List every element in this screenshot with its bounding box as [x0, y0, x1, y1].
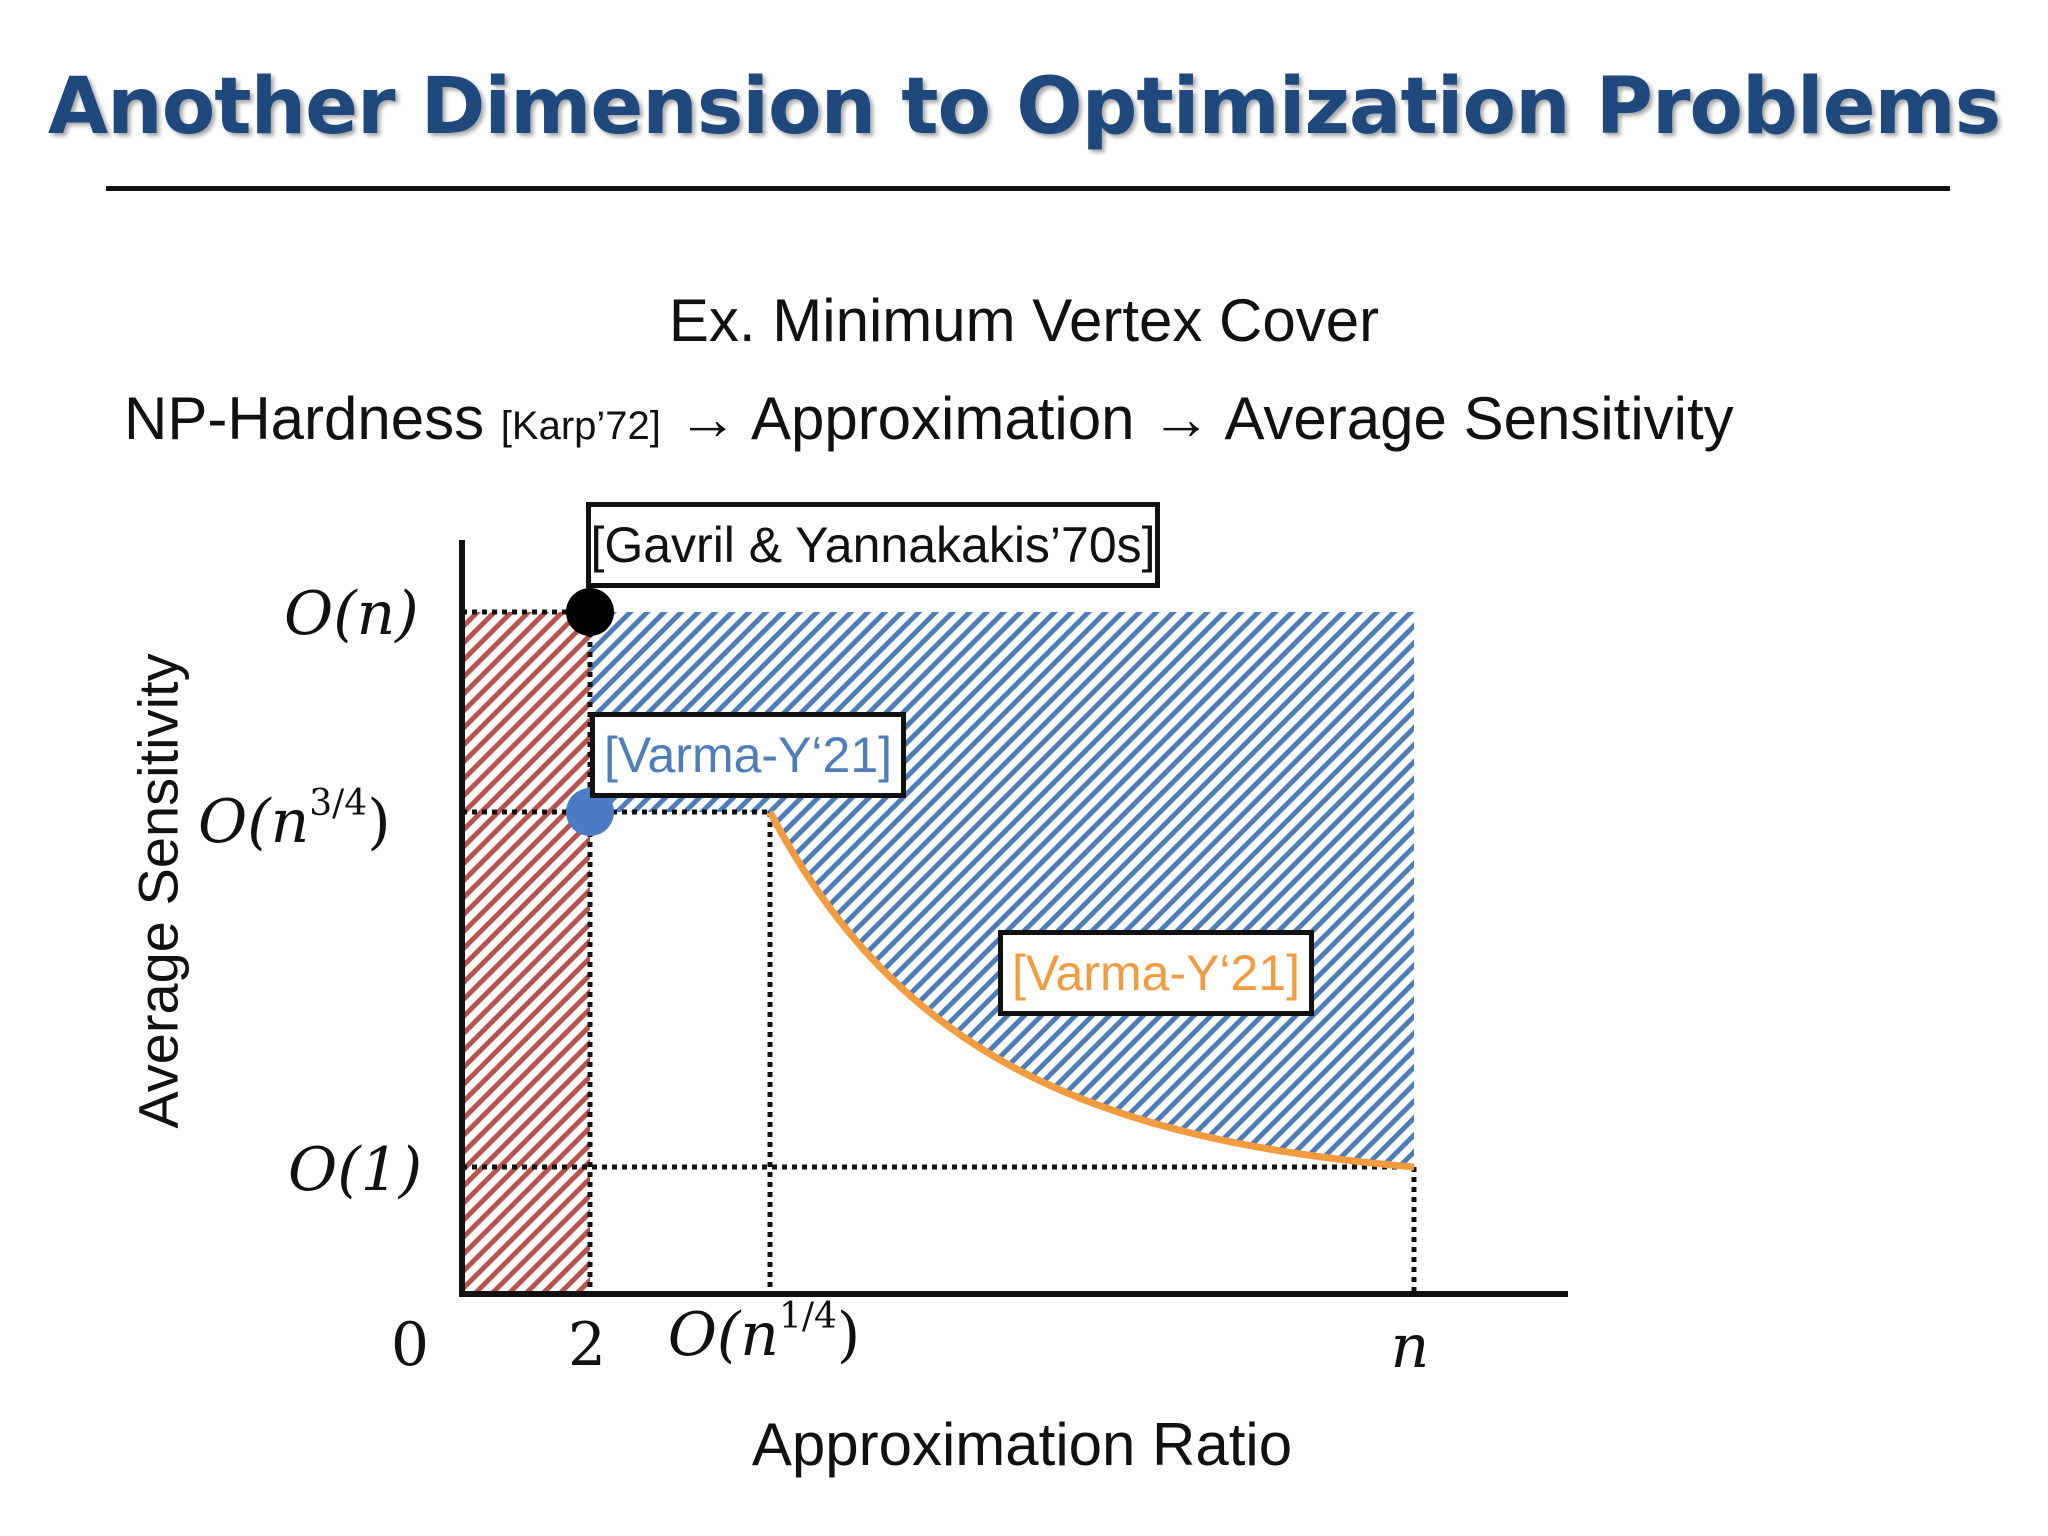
varma-orange-callout: [Varma-Y‘21] [998, 930, 1314, 1016]
varma-blue-point [566, 788, 614, 836]
arrow-icon: → [1151, 385, 1212, 452]
gavril-yannakakis-callout: [Gavril & Yannakakis’70s] [586, 502, 1160, 588]
title-divider [106, 186, 1950, 191]
karp-citation: [Karp’72] [500, 404, 661, 448]
open-region [590, 612, 1414, 1167]
x-tick-n: n [1390, 1312, 1430, 1382]
x-tick-zero: 0 [390, 1310, 430, 1380]
x-tick-n14: O(n1/4) [667, 1296, 861, 1370]
slide-subtitle: Ex. Minimum Vertex Cover [668, 287, 1380, 354]
tradeoff-curve [766, 810, 1415, 1171]
arrow-icon: → [677, 385, 738, 452]
y-tick-n34: O(n3/4) [198, 783, 391, 857]
x-axis-label: Approximation Ratio [751, 1411, 1293, 1478]
y-tick-o1: O(1) [288, 1135, 423, 1205]
varma-blue-callout: [Varma-Y‘21] [590, 712, 906, 798]
approximation-label: Approximation [750, 385, 1135, 452]
gavril-point [566, 588, 614, 636]
progression-line: NP-Hardness [Karp’72] → Approximation → … [124, 384, 1734, 453]
y-axis-label: Average Sensitivity [126, 653, 190, 1129]
slide-title: Another Dimension to Optimization Proble… [47, 62, 2001, 152]
x-tick-two: 2 [567, 1310, 607, 1380]
y-tick-on: O(n) [284, 579, 419, 649]
np-hardness-label: NP-Hardness [124, 385, 485, 452]
average-sensitivity-label: Average Sensitivity [1224, 385, 1734, 452]
hardness-region [462, 612, 590, 1294]
